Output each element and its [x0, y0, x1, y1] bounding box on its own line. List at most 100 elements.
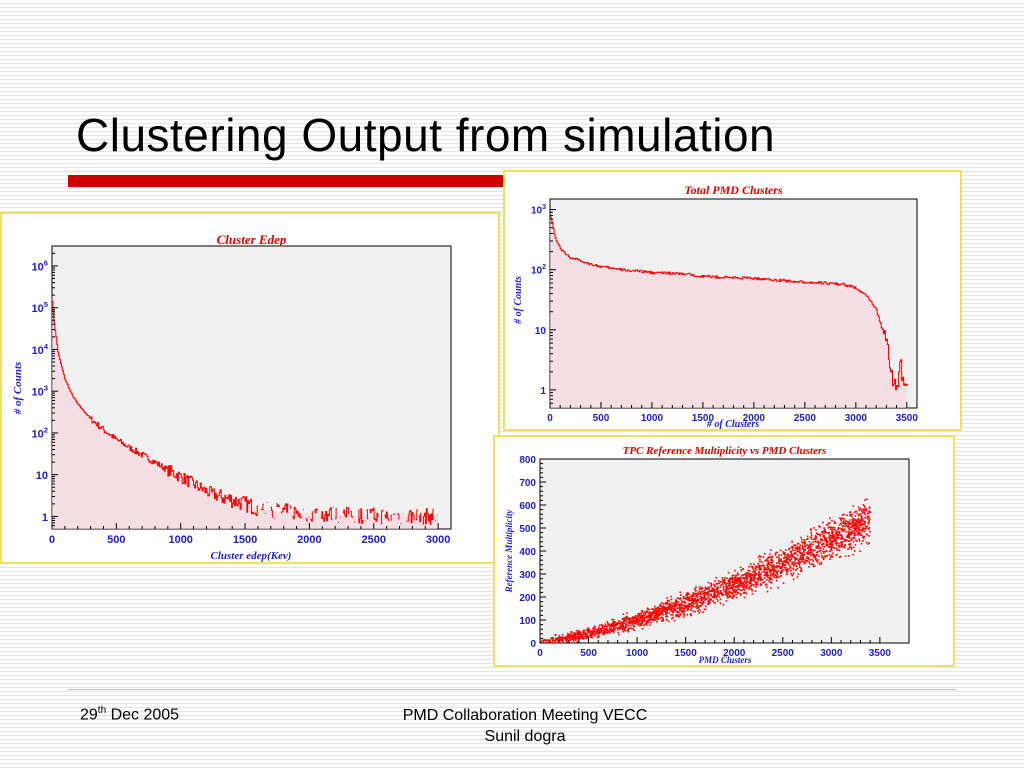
- scatter-point: [855, 539, 857, 542]
- scatter-point: [579, 631, 581, 633]
- scatter-point: [573, 637, 576, 639]
- scatter-point: [698, 599, 700, 601]
- series-line: [550, 214, 908, 391]
- scatter-point: [740, 580, 742, 582]
- scatter-point: [722, 579, 724, 581]
- scatter-point: [729, 594, 731, 597]
- series-fill: [52, 295, 439, 529]
- scatter-point: [660, 612, 663, 614]
- scatter-point: [813, 538, 815, 540]
- scatter-point: [854, 523, 857, 525]
- scatter-point: [548, 641, 550, 643]
- scatter-point: [608, 627, 611, 629]
- scatter-point: [678, 597, 680, 600]
- scatter-points: [539, 498, 871, 644]
- scatter-point: [735, 586, 738, 589]
- scatter-point: [570, 631, 572, 633]
- scatter-point: [837, 537, 839, 539]
- scatter-point: [607, 632, 609, 634]
- scatter-point: [826, 554, 828, 557]
- scatter-point: [754, 565, 757, 568]
- scatter-point: [632, 627, 634, 630]
- scatter-point: [809, 546, 812, 548]
- scatter-point: [831, 531, 833, 534]
- scatter-point: [573, 632, 576, 634]
- scatter-point: [861, 529, 863, 532]
- scatter-point: [772, 570, 775, 573]
- scatter-point: [838, 524, 841, 526]
- scatter-point: [594, 633, 596, 635]
- scatter-point: [852, 553, 854, 556]
- scatter-point: [577, 633, 579, 636]
- scatter-point: [620, 622, 623, 625]
- scatter-point: [561, 638, 564, 640]
- x-tick-label: 3500: [869, 648, 892, 659]
- scatter-point: [715, 582, 718, 585]
- scatter-point: [838, 536, 840, 539]
- scatter-point: [797, 573, 800, 576]
- scatter-point: [849, 543, 852, 545]
- scatter-point: [555, 641, 557, 644]
- footer-date: 29th Dec 2005: [80, 705, 179, 724]
- scatter-point: [822, 548, 825, 550]
- scatter-point: [634, 615, 637, 617]
- scatter-point: [717, 586, 719, 589]
- scatter-point: [769, 581, 772, 583]
- scatter-point: [669, 609, 671, 611]
- scatter-point: [696, 593, 699, 596]
- scatter-point: [712, 587, 715, 590]
- scatter-point: [637, 618, 639, 620]
- scatter-point: [771, 556, 773, 559]
- scatter-point: [772, 573, 775, 575]
- scatter-point: [735, 579, 738, 581]
- scatter-point: [841, 528, 844, 530]
- scatter-point: [827, 541, 830, 543]
- scatter-point: [648, 619, 651, 621]
- scatter-point: [761, 578, 764, 581]
- scatter-point: [721, 593, 723, 596]
- scatter-point: [675, 613, 678, 616]
- scatter-point: [605, 629, 607, 632]
- scatter-point: [726, 593, 728, 595]
- scatter-point: [786, 554, 788, 556]
- scatter-point: [554, 637, 557, 640]
- scatter-point: [601, 625, 604, 627]
- scatter-point: [621, 624, 624, 626]
- scatter-point: [830, 547, 833, 550]
- scatter-point: [719, 598, 722, 601]
- scatter-point: [690, 597, 692, 600]
- scatter-point: [773, 576, 775, 578]
- scatter-point: [701, 588, 703, 590]
- scatter-point: [675, 605, 678, 607]
- scatter-point: [711, 587, 714, 590]
- scatter-point: [671, 610, 674, 612]
- scatter-point: [764, 572, 767, 574]
- scatter-point: [692, 602, 694, 604]
- scatter-point: [667, 599, 670, 602]
- scatter-point: [593, 634, 596, 637]
- scatter-point: [558, 634, 561, 637]
- scatter-point: [614, 624, 617, 626]
- scatter-point: [800, 536, 802, 539]
- scatter-point: [743, 596, 746, 599]
- scatter-point: [702, 603, 704, 605]
- scatter-point: [685, 594, 687, 596]
- y-tick-base: 10: [531, 266, 543, 277]
- scatter-point: [834, 542, 837, 545]
- scatter-point: [808, 566, 810, 568]
- scatter-point: [808, 552, 810, 554]
- scatter-point: [716, 594, 719, 597]
- scatter-point: [696, 598, 699, 601]
- scatter-point: [596, 634, 599, 637]
- scatter-point: [776, 574, 779, 576]
- scatter-point: [720, 591, 723, 594]
- scatter-point: [819, 547, 822, 550]
- scatter-point: [652, 611, 654, 613]
- scatter-point: [612, 630, 615, 633]
- x-tick-label: 2000: [743, 413, 766, 424]
- scatter-point: [779, 567, 782, 569]
- scatter-point: [565, 640, 567, 642]
- scatter-point: [824, 540, 827, 542]
- scatter-point: [817, 533, 819, 535]
- scatter-point: [622, 622, 625, 625]
